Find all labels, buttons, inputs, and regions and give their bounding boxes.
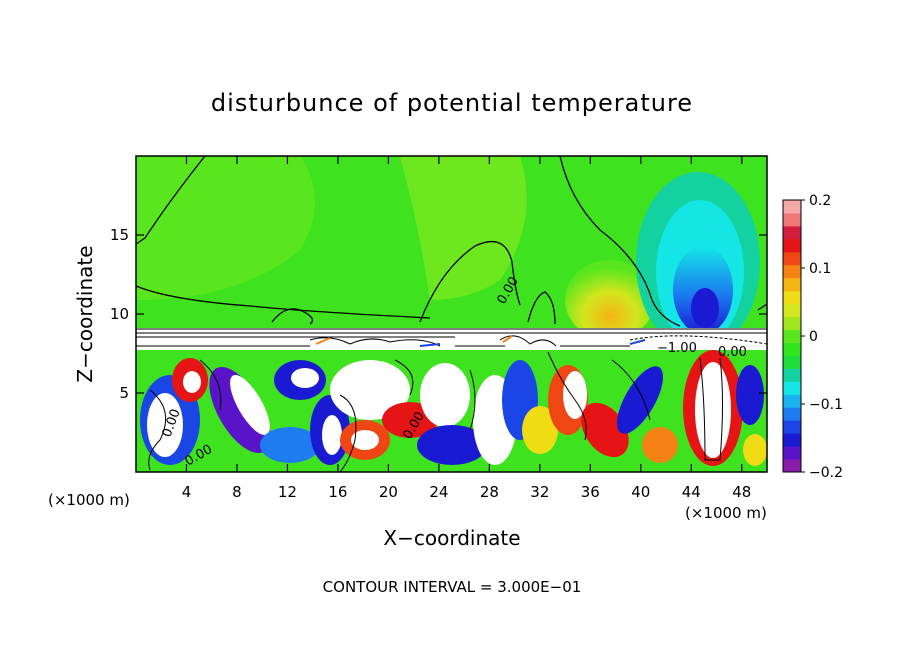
x-tick-label: 36 bbox=[581, 483, 600, 501]
colorbar-segment bbox=[783, 212, 801, 227]
upper-field-light-band bbox=[136, 156, 315, 300]
deep-blue-core bbox=[691, 288, 719, 328]
colorbar-segment bbox=[783, 264, 801, 279]
colorbar-ticks: 0.2 0.1 0 −0.1 −0.2 bbox=[801, 193, 843, 481]
contour-label: 0.00 bbox=[718, 345, 747, 360]
colorbar-segment bbox=[783, 459, 801, 473]
x-tick-label: 48 bbox=[732, 483, 751, 501]
contour-line bbox=[757, 303, 767, 311]
y-axis-ticks: 5 10 15 bbox=[110, 226, 767, 402]
colorbar-segment bbox=[783, 225, 801, 240]
x-tick-label: 16 bbox=[328, 483, 347, 501]
x-tick-label: 32 bbox=[530, 483, 549, 501]
colorbar-tick-label: 0.1 bbox=[809, 261, 831, 277]
x-tick-label: 24 bbox=[429, 483, 448, 501]
y-axis-label: Z−coordinate bbox=[73, 245, 97, 382]
colorbar-segment bbox=[783, 316, 801, 331]
turbulent-blobs bbox=[140, 350, 767, 466]
chart-title: disturbunce of potential temperature bbox=[211, 89, 693, 117]
colorbar-segment bbox=[783, 238, 801, 253]
y-tick-label: 5 bbox=[119, 384, 129, 402]
colorbar-segment bbox=[783, 368, 801, 382]
x-axis-label: X−coordinate bbox=[383, 526, 520, 550]
colorbar bbox=[783, 200, 801, 473]
colorbar-tick-label: −0.2 bbox=[809, 465, 843, 481]
y-tick-label: 15 bbox=[110, 226, 129, 244]
colorbar-segment bbox=[783, 329, 801, 343]
colorbar-segment bbox=[783, 303, 801, 318]
colorbar-segment bbox=[783, 277, 801, 292]
lower-contours bbox=[148, 351, 723, 472]
x-unit-label-left: (×1000 m) bbox=[48, 491, 130, 509]
x-tick-label: 28 bbox=[480, 483, 499, 501]
colorbar-segment bbox=[783, 200, 801, 214]
colorbar-segment bbox=[783, 420, 801, 434]
x-unit-label-right: (×1000 m) bbox=[685, 504, 767, 522]
x-axis-ticks: 4 8 12 16 20 24 28 32 36 40 44 48 bbox=[182, 156, 751, 501]
colorbar-segment bbox=[783, 446, 801, 460]
y-tick-label: 10 bbox=[110, 305, 129, 323]
x-tick-label: 8 bbox=[232, 483, 242, 501]
contour-line bbox=[559, 156, 681, 327]
contour-line bbox=[499, 335, 557, 347]
contour-line bbox=[136, 156, 206, 245]
x-tick-label: 4 bbox=[182, 483, 192, 501]
contour-line bbox=[527, 291, 556, 325]
blue-streak bbox=[419, 339, 646, 347]
x-tick-label: 44 bbox=[682, 483, 701, 501]
contour-line bbox=[271, 308, 314, 325]
colorbar-segment bbox=[783, 342, 801, 356]
plot-area bbox=[136, 156, 767, 472]
contour-line bbox=[629, 335, 767, 345]
contour-interval-note: CONTOUR INTERVAL = 3.000E−01 bbox=[323, 578, 582, 596]
contour-label: −1.00 bbox=[657, 341, 697, 356]
colorbar-tick-label: 0.2 bbox=[809, 193, 831, 209]
colorbar-segment bbox=[783, 381, 801, 395]
contour-line bbox=[419, 241, 521, 323]
x-tick-label: 12 bbox=[278, 483, 297, 501]
colorbar-segment bbox=[783, 355, 801, 369]
colorbar-tick-label: 0 bbox=[809, 329, 818, 345]
x-tick-label: 20 bbox=[379, 483, 398, 501]
colorbar-segment bbox=[783, 290, 801, 305]
upper-field-light-band-2 bbox=[400, 156, 527, 300]
colorbar-segment bbox=[783, 433, 801, 447]
yellow-warm-blob bbox=[565, 260, 655, 340]
contour-line bbox=[136, 285, 431, 319]
colorbar-tick-label: −0.1 bbox=[809, 397, 843, 413]
orange-streak bbox=[315, 335, 513, 345]
colorbar-segment bbox=[783, 407, 801, 421]
contour-line bbox=[136, 328, 767, 347]
x-tick-label: 40 bbox=[631, 483, 650, 501]
colorbar-segment bbox=[783, 394, 801, 408]
colorbar-segment bbox=[783, 251, 801, 266]
